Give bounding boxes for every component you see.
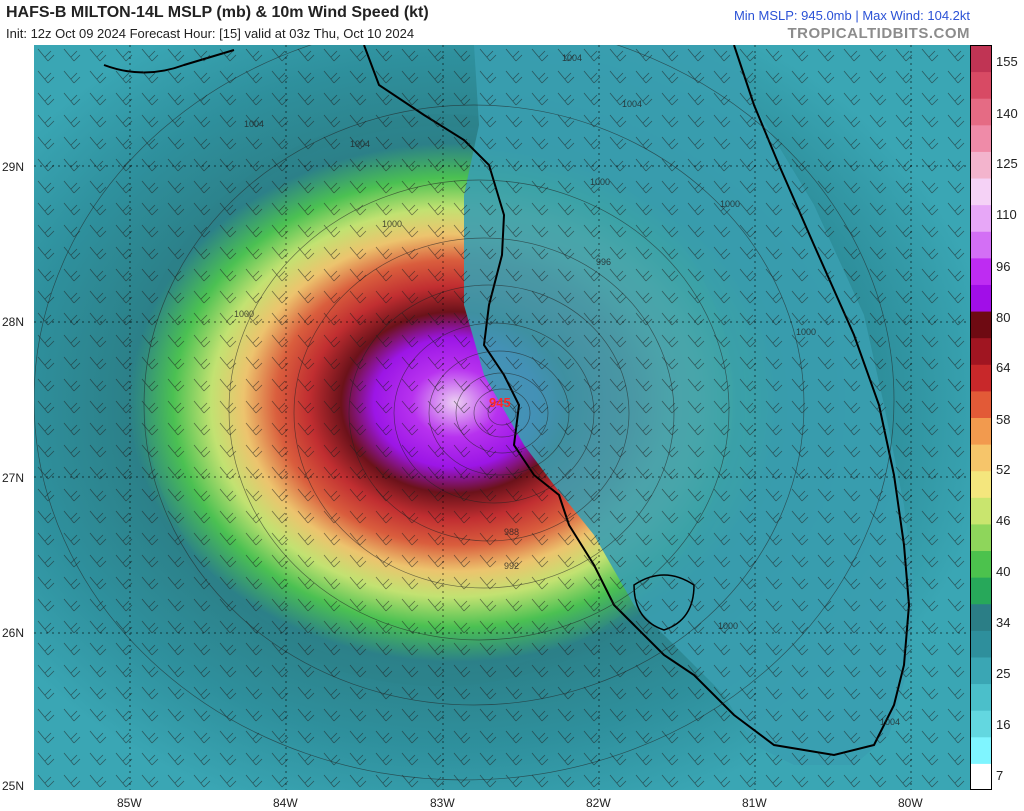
wind-speed-colorbar [970, 45, 992, 790]
isobar-label: 1004 [622, 99, 642, 109]
colorbar-label: 80 [996, 310, 1011, 325]
isobar-label: 1004 [244, 119, 264, 129]
isobar-label: 992 [504, 561, 519, 571]
colorbar-segment [970, 656, 992, 685]
colorbar-segment [970, 364, 992, 392]
colorbar-label: 140 [996, 106, 1018, 121]
isobar-label: 1000 [590, 177, 610, 187]
colorbar-segment [970, 231, 992, 259]
isobar-label: 1000 [718, 621, 738, 631]
lon-label: 81W [742, 796, 767, 810]
isobars [34, 45, 895, 781]
colorbar-label: 40 [996, 564, 1011, 579]
colorbar-segment [970, 284, 992, 312]
colorbar-label: 46 [996, 513, 1011, 528]
colorbar-segment [970, 683, 992, 711]
colorbar-label: 58 [996, 412, 1011, 427]
colorbar-segment [970, 577, 992, 605]
colorbar-segment [970, 390, 992, 418]
lon-label: 82W [586, 796, 611, 810]
colorbar-segment [970, 630, 992, 658]
graticule [34, 45, 970, 790]
center-pressure-label: 945 [489, 395, 511, 410]
colorbar-segment [970, 710, 992, 738]
colorbar-segment [970, 763, 992, 790]
colorbar-label: 96 [996, 259, 1011, 274]
lat-label: 28N [2, 315, 25, 329]
colorbar-label: 155 [996, 54, 1018, 69]
lon-label: 85W [117, 796, 142, 810]
colorbar-label: 25 [996, 666, 1011, 681]
lat-label: 26N [2, 626, 25, 640]
colorbar-segment [970, 257, 992, 285]
isobar-label: 996 [596, 257, 611, 267]
colorbar-segment [970, 523, 992, 552]
colorbar-label: 34 [996, 615, 1011, 630]
colorbar-segment [970, 550, 992, 578]
lat-label: 25N [2, 779, 25, 793]
colorbar-segment [970, 124, 992, 152]
isobar-label: 1000 [382, 219, 402, 229]
colorbar-label: 52 [996, 462, 1011, 477]
colorbar-segment [970, 444, 992, 472]
isobar-label: 1004 [562, 53, 582, 63]
colorbar-label: 64 [996, 360, 1011, 375]
colorbar-segment [970, 470, 992, 498]
lon-label: 80W [898, 796, 923, 810]
map-title: HAFS-B MILTON-14L MSLP (mb) & 10m Wind S… [6, 4, 429, 21]
colorbar-label: 110 [996, 207, 1017, 222]
lat-label: 29N [2, 160, 25, 174]
colorbar-segment [970, 311, 992, 339]
colorbar-segment [970, 204, 992, 232]
colorbar-label: 7 [996, 768, 1004, 783]
colorbar-border [970, 45, 992, 790]
wind-pressure-map: 945 1004 1004 1004 1004 1000 1000 1000 1… [34, 45, 970, 790]
isobar-label: 1004 [350, 139, 370, 149]
map-subtitle: Init: 12z Oct 09 2024 Forecast Hour: [15… [6, 26, 415, 41]
colorbar-segment [970, 736, 992, 764]
colorbar-segment [970, 45, 992, 73]
storm-stats: Min MSLP: 945.0mb | Max Wind: 104.2kt [733, 8, 970, 23]
colorbar-segment [970, 178, 992, 206]
colorbar-segment [970, 98, 992, 126]
isobar-label: 988 [504, 527, 519, 537]
isobar-label: 1000 [234, 309, 254, 319]
isobar-label: 1004 [880, 717, 900, 727]
site-credit: TROPICALTIDBITS.COM [787, 25, 970, 42]
colorbar-segment [970, 337, 992, 365]
colorbar-segment [970, 603, 992, 631]
colorbar-segment [970, 417, 992, 445]
isobar-label: 1000 [796, 327, 816, 337]
colorbar-segment [970, 151, 992, 179]
lon-label: 83W [430, 796, 455, 810]
colorbar-label: 125 [996, 156, 1018, 171]
isobar-label: 1000 [720, 199, 740, 209]
colorbar-label: 16 [996, 717, 1011, 732]
colorbar-segment [970, 71, 992, 99]
lon-label: 84W [273, 796, 298, 810]
wind-barbs [34, 45, 970, 790]
colorbar-segment [970, 497, 992, 525]
lat-label: 27N [2, 471, 25, 485]
